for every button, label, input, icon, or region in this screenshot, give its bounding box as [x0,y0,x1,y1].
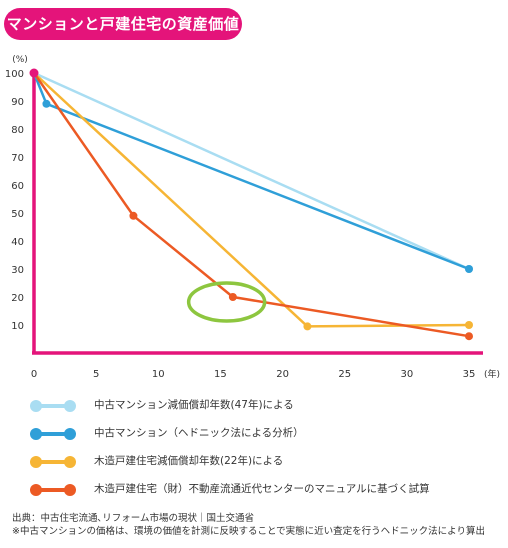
y-tick-label: 50 [11,209,24,220]
legend-swatch-line [36,488,70,492]
data-point [228,293,237,301]
legend-swatch-dot [64,428,76,440]
footnote-line: ※中古マンションの価格は、環境の価値を計測に反映することで実態に近い査定を行うヘ… [12,526,485,537]
y-tick-label: 80 [11,125,24,136]
legend-swatch-line [36,404,70,408]
x-tick-label: 10 [152,369,165,380]
data-point [465,321,473,329]
data-point [303,322,312,331]
line-chart: (%) 10 20 30 40 50 60 70 80 90 100 0 5 10 15 20 25 30 35 (年… [5,55,500,380]
legend-swatch-dot [30,456,42,468]
chart-title: マンションと戸建住宅の資産価値 [4,8,242,40]
x-tick-label: 30 [400,369,413,380]
x-tick-label: 0 [31,369,37,380]
y-tick-label: 20 [11,293,24,304]
data-point [465,265,473,273]
series-line-3 [32,72,470,338]
legend-swatch-dot [64,456,76,468]
legend-item: 中古マンション（ヘドニック法による分析） [30,420,500,448]
legend-item: 中古マンション減価償却年数(47年)による [30,392,500,420]
y-tick-label: 60 [11,181,24,192]
y-unit-label: (%) [12,55,28,65]
legend-label: 木造戸建住宅（財）不動産流通近代センターのマニュアルに基づく試算 [94,483,430,495]
legend-label: 中古マンション減価償却年数(47年)による [94,399,294,411]
x-tick-label: 35 [463,369,476,380]
x-tick-label: 25 [338,369,351,380]
legend-swatch-line [36,460,70,464]
source-line: 出典：中古住宅流通､リフォーム市場の現状｜国土交通省 [12,513,254,524]
legend-swatch-dot [30,484,42,496]
legend-item: 木造戸建住宅減価償却年数(22年)による [30,448,500,476]
y-tick-label: 10 [11,321,24,332]
legend-swatch-dot [30,428,42,440]
data-point [42,99,51,108]
legend-item: 木造戸建住宅（財）不動産流通近代センターのマニュアルに基づく試算 [30,476,500,504]
x-tick-label: 5 [93,369,99,380]
y-tick-label: 40 [11,237,24,248]
legend: 中古マンション減価償却年数(47年)による 中古マンション（ヘドニック法による分… [30,392,500,504]
x-unit-label: (年) [484,368,500,380]
legend-label: 中古マンション（ヘドニック法による分析） [94,427,304,439]
origin-point [29,68,39,78]
y-tick-label: 30 [11,265,24,276]
y-tick-label: 90 [11,97,24,108]
source-note: 出典：中古住宅流通､リフォーム市場の現状｜国土交通省 ※中古マンションの価格は、… [12,512,485,538]
data-point [465,332,473,341]
x-tick-label: 15 [214,369,227,380]
y-tick-label: 100 [5,69,24,80]
legend-label: 木造戸建住宅減価償却年数(22年)による [94,455,284,467]
y-tick-label: 70 [11,153,24,164]
series-line-0 [33,71,470,271]
x-tick-label: 20 [276,369,289,380]
legend-swatch-dot [64,484,76,496]
legend-swatch-dot [64,400,76,412]
legend-swatch-line [36,432,70,436]
data-point [129,211,138,220]
legend-swatch-dot [30,400,42,412]
highlight-ellipse [186,281,267,323]
